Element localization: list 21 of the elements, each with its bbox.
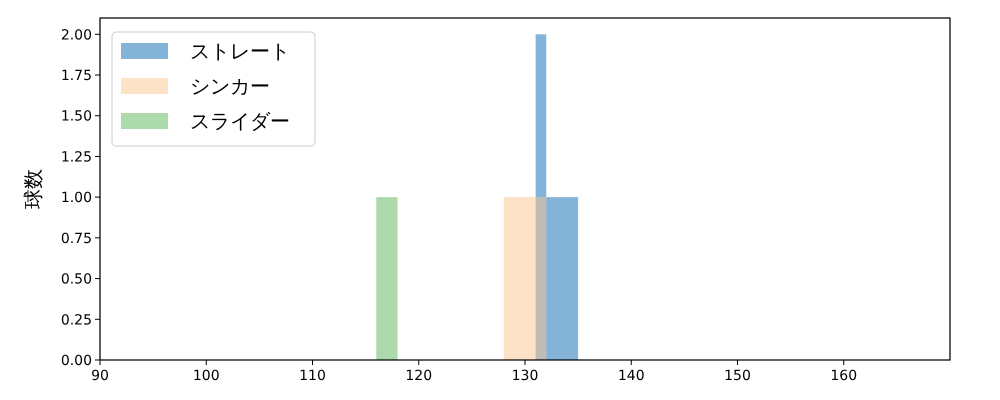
x-tick-label: 100 <box>192 368 220 384</box>
legend-label: ストレート <box>190 39 290 63</box>
y-tick-label: 0.25 <box>60 312 92 328</box>
y-tick-label: 1.25 <box>60 149 92 166</box>
x-tick-label: 150 <box>724 368 751 384</box>
y-tick-label: 1.00 <box>60 190 92 206</box>
y-tick-label: 0.75 <box>60 230 92 247</box>
x-tick-label: 160 <box>830 368 858 384</box>
y-tick-label: 0.50 <box>60 272 92 288</box>
y-tick-label: 1.50 <box>60 108 92 125</box>
legend-label: シンカー <box>190 74 270 98</box>
x-tick-label: 130 <box>512 368 538 384</box>
x-tick-label: 110 <box>299 368 326 384</box>
y-tick-label: 1.75 <box>60 68 92 84</box>
x-tick-label: 120 <box>405 368 432 384</box>
y-tick-label: 0.00 <box>60 353 92 369</box>
y-axis-title: 球数 <box>21 169 45 209</box>
x-tick-label: 90 <box>91 368 109 384</box>
y-tick-label: 2.00 <box>60 27 92 44</box>
x-tick-label: 140 <box>618 368 645 384</box>
legend-label: スライダー <box>190 109 290 133</box>
